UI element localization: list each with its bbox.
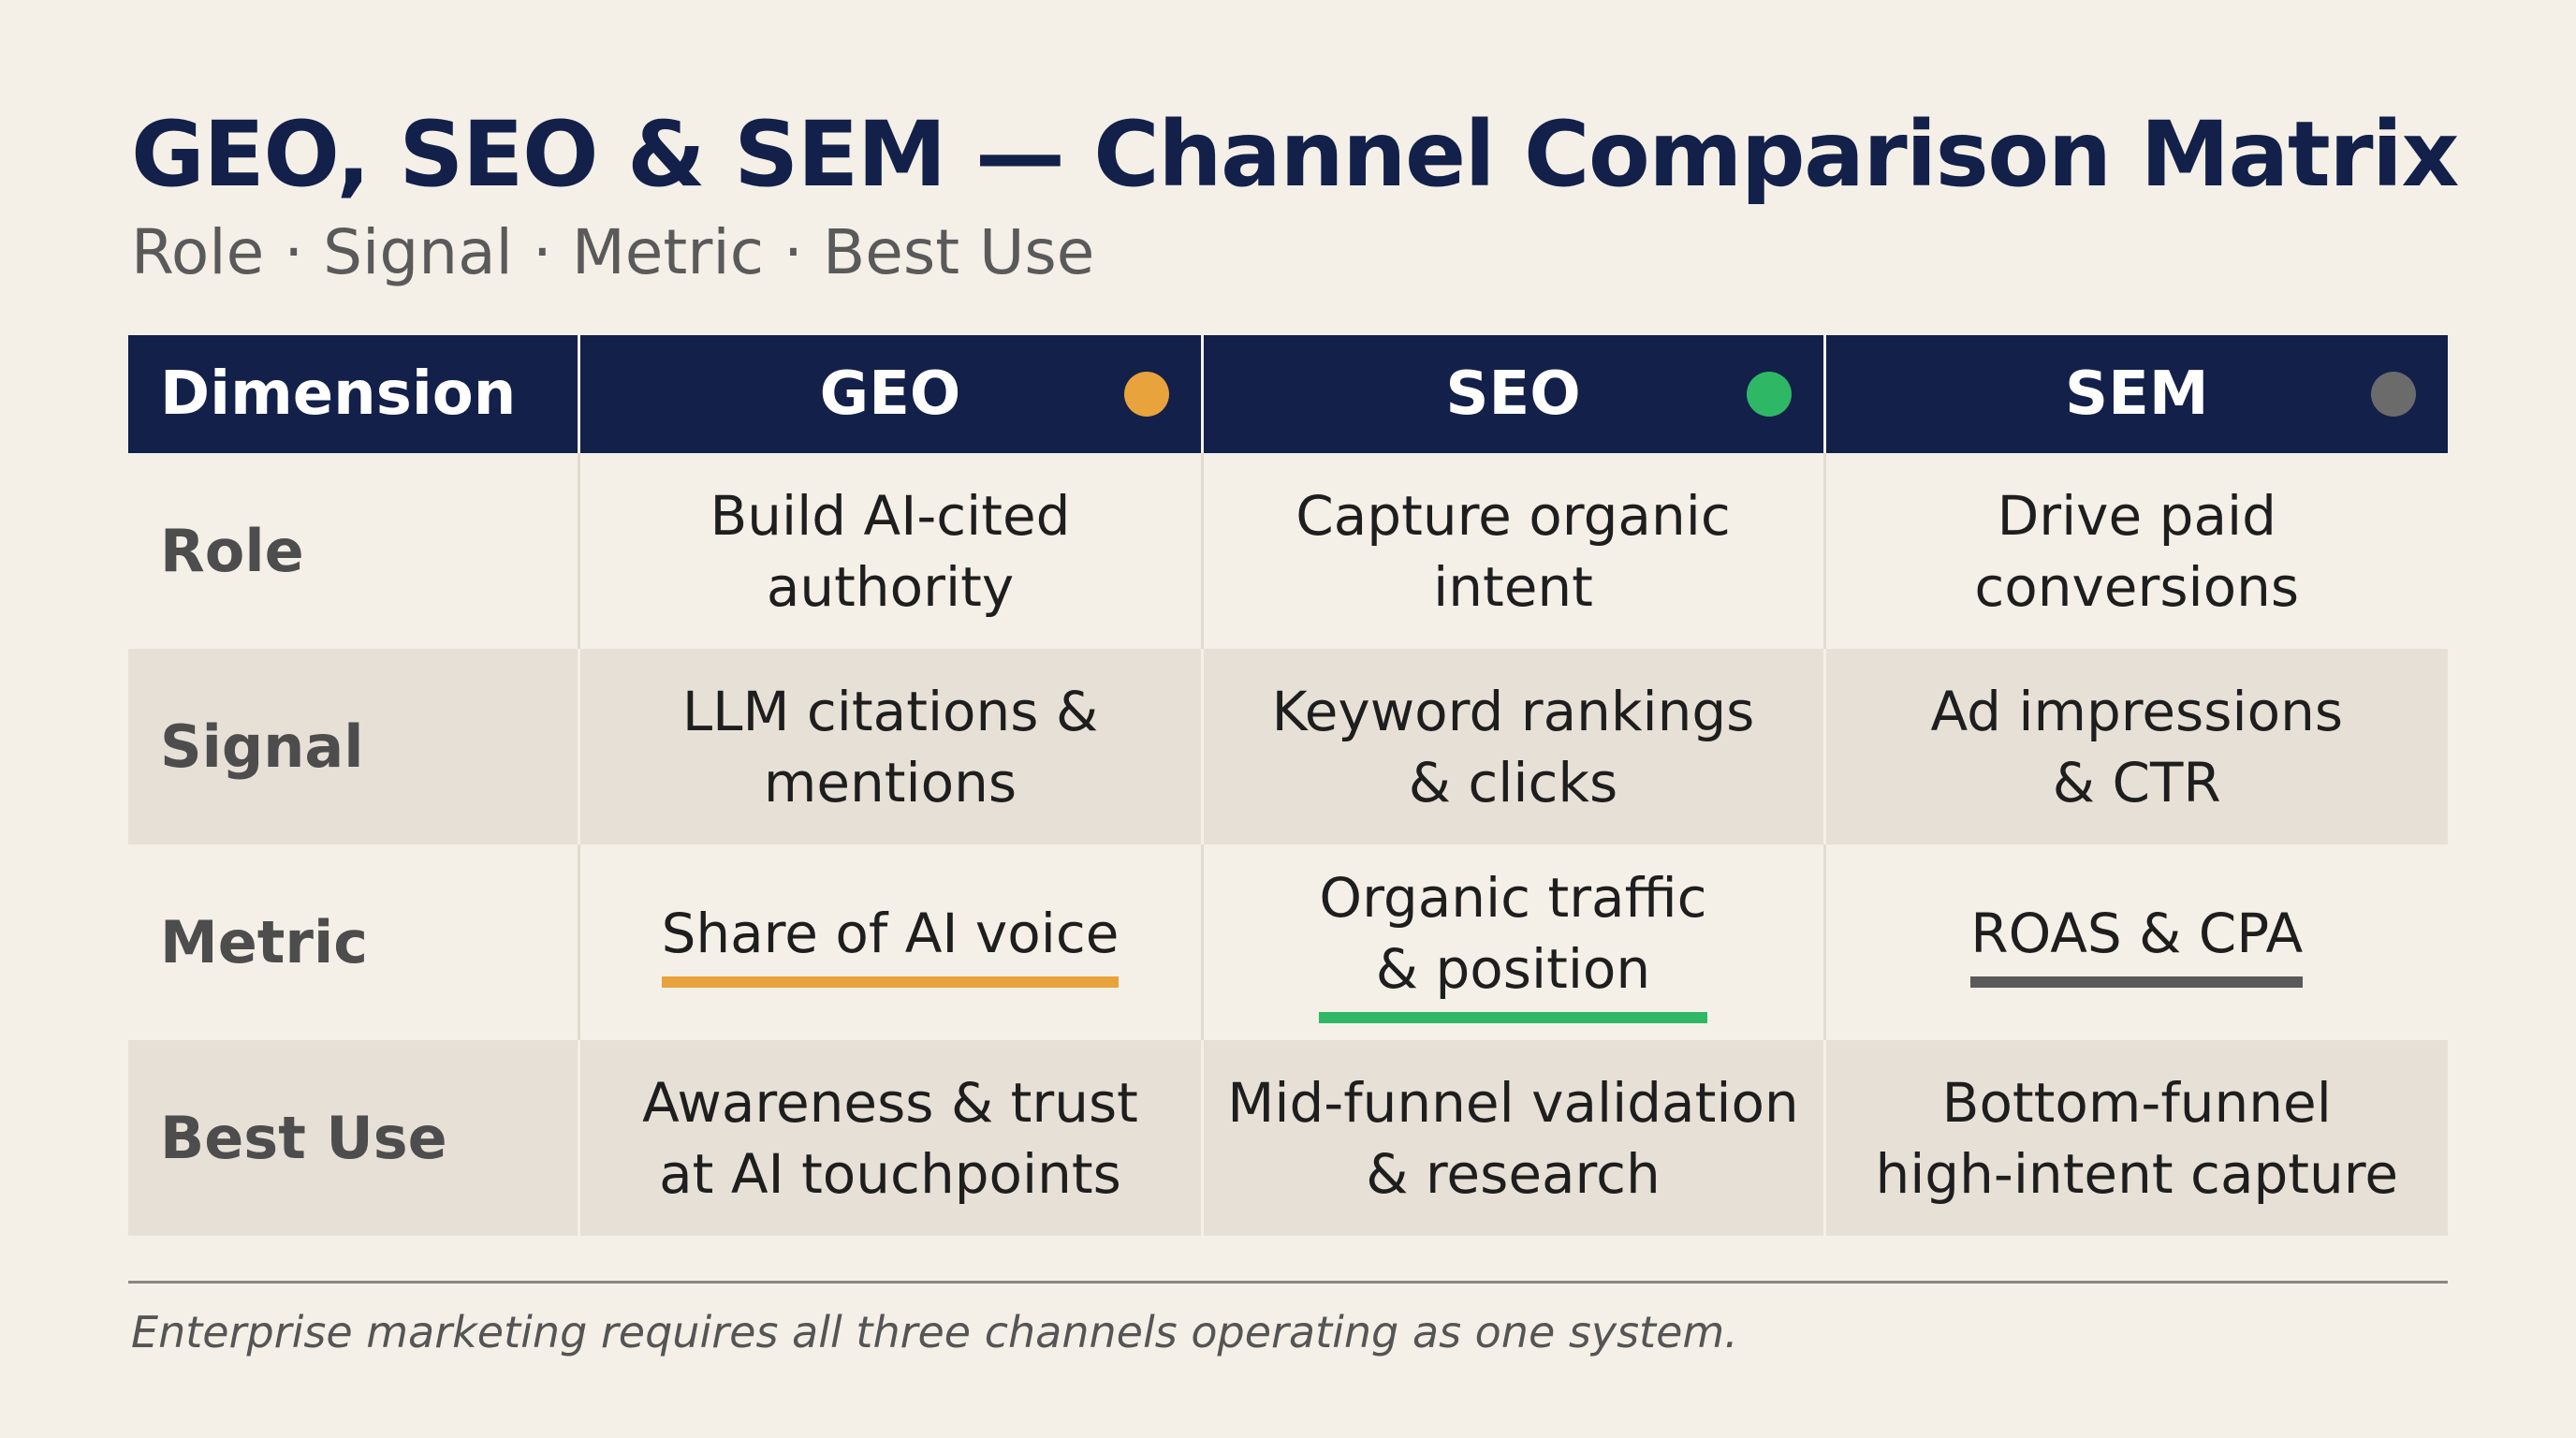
cell-best-use-geo: Awareness & trust at AI touchpoints [578, 1040, 1204, 1236]
table-row-best-use: Best Use Awareness & trust at AI touchpo… [128, 1040, 2448, 1236]
header-geo-label: GEO [819, 360, 961, 429]
row-label-signal: Signal [128, 649, 580, 844]
cell-best-use-sem: Bottom-funnel high-intent capture [1824, 1040, 2448, 1236]
cell-text: Mid-funnel validation & research [1227, 1070, 1799, 1206]
cell-text: Ad impressions & CTR [1930, 679, 2344, 814]
cell-metric-geo: Share of AI voice [578, 844, 1204, 1040]
header-sem-label: SEM [2065, 360, 2209, 429]
comparison-matrix: Dimension GEO SEO SEM Role Build AI-cite… [128, 335, 2448, 1236]
table-row-metric: Metric Share of AI voice Organic traffic… [128, 844, 2448, 1040]
matrix-header-row: Dimension GEO SEO SEM [128, 335, 2448, 453]
row-label-role: Role [128, 453, 580, 649]
header-sem: SEM [1824, 335, 2448, 453]
metric-underline-sem: ROAS & CPA [1970, 898, 2304, 988]
footer-divider [128, 1281, 2448, 1284]
cell-text: Awareness & trust at AI touchpoints [642, 1070, 1138, 1206]
page-title: GEO, SEO & SEM — Channel Comparison Matr… [131, 102, 2459, 207]
cell-text: LLM citations & mentions [681, 679, 1099, 814]
cell-metric-sem: ROAS & CPA [1824, 844, 2448, 1040]
cell-best-use-seo: Mid-funnel validation & research [1202, 1040, 1826, 1236]
header-seo: SEO [1202, 335, 1826, 453]
cell-text: Bottom-funnel high-intent capture [1875, 1070, 2399, 1206]
row-label-metric: Metric [128, 844, 580, 1040]
metric-underline-seo: Organic traffic & position [1319, 862, 1707, 1023]
footnote: Enterprise marketing requires all three … [131, 1307, 1738, 1357]
cell-signal-seo: Keyword rankings & clicks [1202, 649, 1826, 844]
header-seo-label: SEO [1445, 360, 1581, 429]
header-geo: GEO [578, 335, 1204, 453]
table-row-signal: Signal LLM citations & mentions Keyword … [128, 649, 2448, 844]
header-dimension: Dimension [128, 335, 580, 453]
cell-signal-geo: LLM citations & mentions [578, 649, 1204, 844]
metric-underline-geo: Share of AI voice [661, 898, 1120, 988]
geo-status-dot-icon [1123, 372, 1169, 417]
cell-text: Capture organic intent [1295, 483, 1731, 619]
sem-status-dot-icon [2371, 372, 2416, 417]
cell-role-geo: Build AI-cited authority [578, 453, 1204, 649]
cell-metric-seo: Organic traffic & position [1202, 844, 1826, 1040]
seo-status-dot-icon [1746, 372, 1792, 417]
cell-text: Keyword rankings & clicks [1271, 679, 1755, 814]
cell-text: Drive paid conversions [1974, 483, 2300, 619]
page-subtitle: Role · Signal · Metric · Best Use [131, 216, 1095, 288]
cell-signal-sem: Ad impressions & CTR [1824, 649, 2448, 844]
table-row-role: Role Build AI-cited authority Capture or… [128, 453, 2448, 649]
row-label-best-use: Best Use [128, 1040, 580, 1236]
cell-role-sem: Drive paid conversions [1824, 453, 2448, 649]
cell-text: Build AI-cited authority [710, 483, 1071, 619]
cell-role-seo: Capture organic intent [1202, 453, 1826, 649]
